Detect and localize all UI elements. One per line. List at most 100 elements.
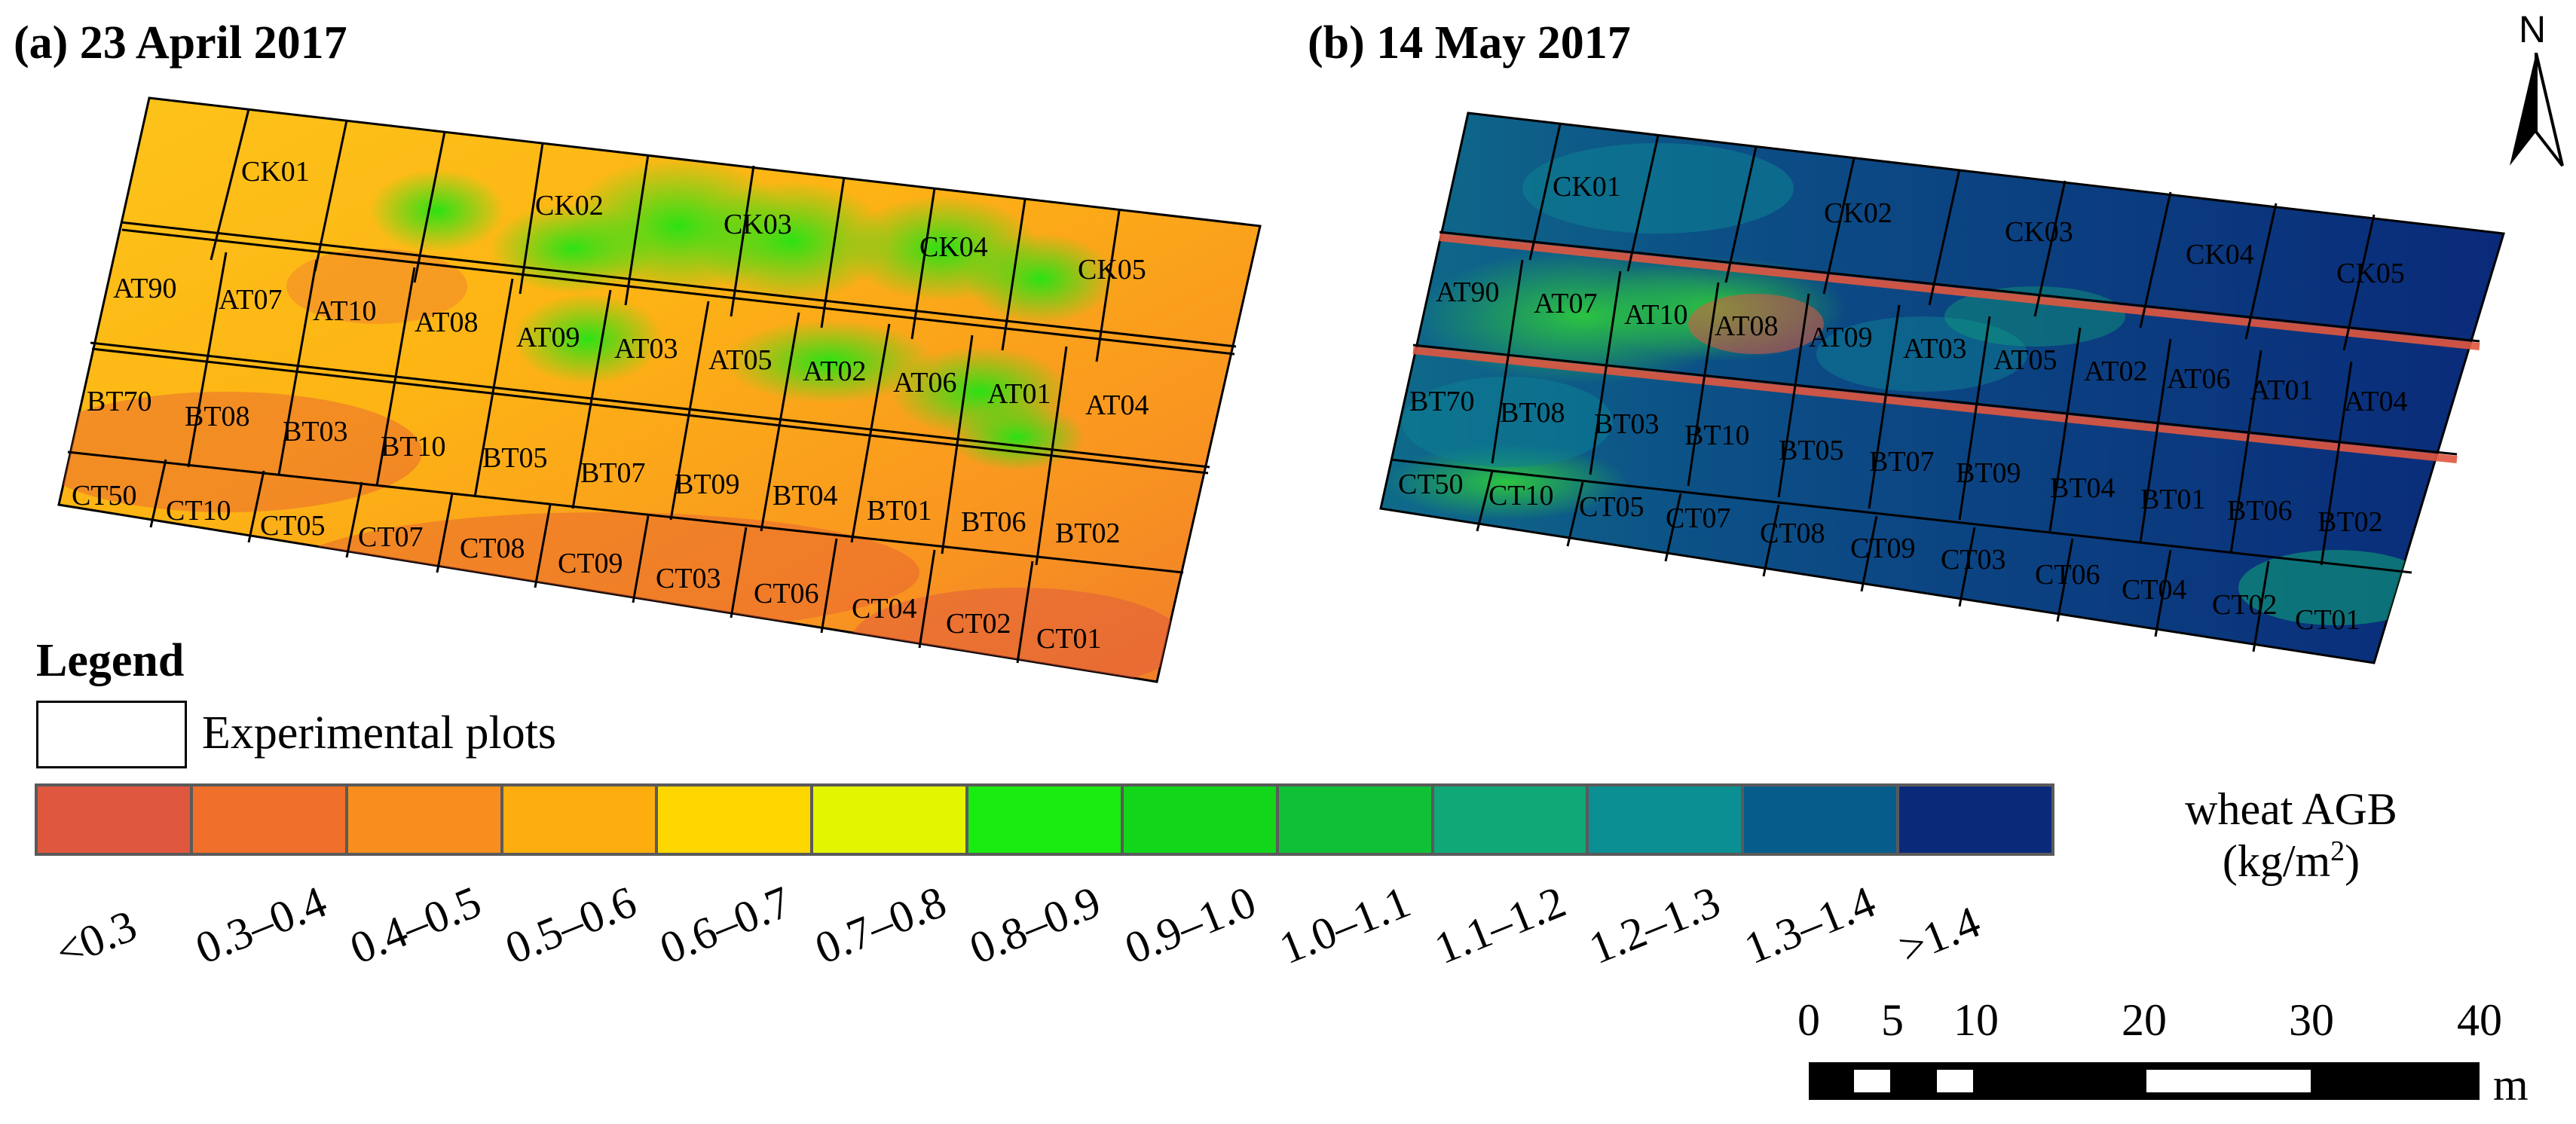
plot-label: AT09 — [1809, 322, 1872, 353]
plot-label: CT03 — [1941, 544, 2006, 576]
plot-label: CT04 — [852, 593, 917, 625]
plot-label: CK01 — [241, 156, 310, 188]
panel-a-plot-labels: CK01 CK02 CK03 CK04 CK05 AT90 AT07 AT10 … — [72, 156, 1149, 655]
colorbar-swatch — [1123, 786, 1279, 853]
plot-label: AT04 — [1085, 389, 1149, 421]
plot-label: AT04 — [2344, 386, 2407, 417]
plot-label: CT01 — [1036, 623, 1102, 655]
north-arrow: N — [2502, 8, 2570, 167]
colorbar-unit-close: ) — [2345, 836, 2360, 886]
north-arrow-label: N — [2519, 8, 2547, 50]
plot-label: AT10 — [1624, 299, 1687, 331]
plot-label: BT04 — [772, 480, 838, 512]
colorbar-swatch — [192, 786, 348, 853]
scale-bar-tick: 20 — [2122, 995, 2167, 1045]
plot-label: AT01 — [987, 378, 1051, 410]
colorbar-title-line1: wheat AGB — [2185, 784, 2397, 834]
colorbar-swatch — [38, 786, 193, 853]
plot-label: AT10 — [313, 295, 376, 327]
colorbar-swatch — [813, 786, 969, 853]
plot-label: CT02 — [946, 608, 1011, 640]
plot-label: CT50 — [1398, 469, 1464, 500]
scale-bar-segment — [2146, 1070, 2311, 1092]
plot-label: CT09 — [1850, 533, 1916, 564]
colorbar-swatch — [658, 786, 814, 853]
plot-label: BT03 — [283, 416, 348, 447]
plot-label: BT07 — [1869, 446, 1935, 478]
colorbar-swatch — [1433, 786, 1589, 853]
north-arrow-icon — [2510, 53, 2564, 167]
colorbar-swatch — [503, 786, 659, 853]
plot-label: CT05 — [260, 510, 326, 542]
plot-label: AT09 — [516, 322, 580, 353]
plot-label: CT50 — [72, 480, 137, 512]
plot-label: CK05 — [1078, 254, 1146, 286]
plot-label: BT04 — [2050, 472, 2116, 504]
colorbar-title-line2: (kg/m2) — [2133, 835, 2449, 887]
panel-b-title: (b) 14 May 2017 — [1308, 17, 1631, 69]
plot-label: CK03 — [2005, 216, 2073, 248]
plot-label: AT05 — [1993, 344, 2057, 376]
colorbar-swatch — [1899, 786, 2051, 853]
scale-bar-unit: m — [2493, 1060, 2529, 1110]
plot-label: BT02 — [2317, 506, 2383, 538]
colorbar-swatch — [1589, 786, 1745, 853]
plot-label: BT05 — [482, 442, 548, 474]
plot-label: AT08 — [1715, 310, 1778, 342]
scale-bar-tick: 5 — [1881, 995, 1904, 1045]
plot-label: CT10 — [166, 495, 231, 527]
plot-label: BT10 — [381, 431, 446, 463]
plot-label: CK02 — [535, 190, 604, 221]
plot-label: BT01 — [2140, 484, 2206, 515]
plot-label: CT09 — [558, 548, 623, 579]
plot-label: CK04 — [919, 231, 988, 263]
plot-label: CK04 — [2186, 239, 2254, 270]
plot-label: CT04 — [2122, 574, 2187, 606]
scale-bar: 0 5 10 20 30 40 m — [1797, 994, 2570, 1110]
plot-label: CT08 — [1760, 518, 1825, 549]
plot-label: CK02 — [1824, 197, 1892, 229]
colorbar-swatch — [1278, 786, 1434, 853]
plot-label: CK05 — [2336, 258, 2405, 289]
plot-label: BT02 — [1055, 518, 1121, 549]
plot-label: BT08 — [185, 401, 250, 432]
plot-label: AT06 — [893, 367, 956, 399]
panel-a-field: CK01 CK02 CK03 CK04 CK05 AT90 AT07 AT10 … — [57, 96, 1262, 683]
plot-label: BT06 — [2227, 495, 2293, 527]
plot-label: BT01 — [867, 495, 932, 527]
plot-label: CT05 — [1579, 491, 1644, 523]
plot-label: BT06 — [961, 506, 1026, 538]
plot-label: BT70 — [87, 386, 152, 417]
legend-title: Legend — [36, 635, 185, 686]
plot-label: BT70 — [1409, 386, 1475, 417]
plot-label: AT03 — [614, 333, 678, 365]
scale-bar-graphic — [1809, 1062, 2480, 1100]
plot-label: AT90 — [1436, 276, 1499, 308]
plot-label: AT06 — [2167, 363, 2230, 395]
scale-bar-tick: 30 — [2289, 995, 2334, 1045]
plot-label: AT02 — [2084, 356, 2147, 387]
plot-label: CT10 — [1488, 480, 1554, 512]
colorbar-swatch — [1744, 786, 1900, 853]
plot-label: CT07 — [1666, 502, 1731, 534]
plot-label: CT06 — [754, 578, 819, 609]
plot-label: BT08 — [1500, 397, 1565, 429]
plot-label: CT02 — [2212, 589, 2278, 621]
plot-label: CT06 — [2035, 559, 2100, 591]
panel-b-field: CK01 CK02 CK03 CK04 CK05 AT90 AT07 AT10 … — [1379, 111, 2505, 664]
scale-bar-tick: 40 — [2457, 995, 2502, 1045]
plot-label: BT07 — [580, 457, 646, 489]
plot-label: AT07 — [219, 284, 282, 316]
colorbar-unit: (kg/m — [2222, 836, 2331, 886]
plot-label: AT90 — [113, 273, 176, 304]
scale-bar-tick: 10 — [1953, 995, 1999, 1045]
colorbar — [35, 783, 2054, 856]
plot-label: BT03 — [1594, 408, 1660, 440]
colorbar-title: wheat AGB (kg/m2) — [2133, 783, 2449, 887]
plot-label: CT08 — [460, 533, 525, 564]
scale-bar-tick: 0 — [1797, 995, 1820, 1045]
plot-label: BT09 — [675, 469, 740, 500]
legend-plots-label: Experimental plots — [202, 707, 557, 759]
colorbar-swatch — [968, 786, 1124, 853]
